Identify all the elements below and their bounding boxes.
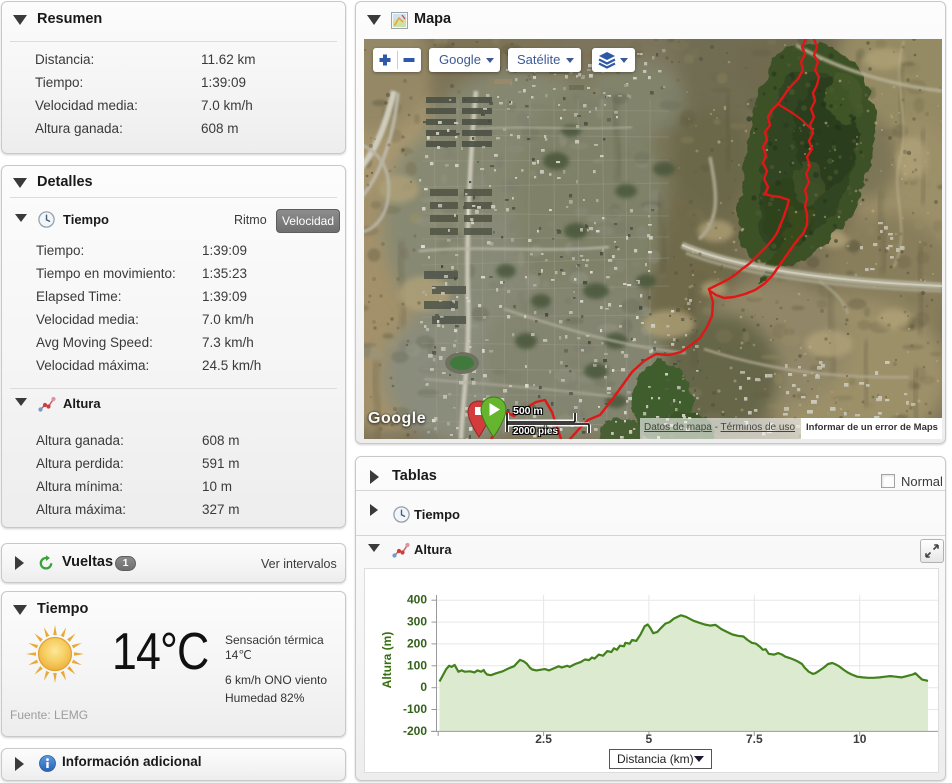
svg-text:300: 300 [407, 615, 427, 629]
svg-text:400: 400 [407, 593, 427, 607]
svg-text:Altura (m): Altura (m) [380, 632, 394, 689]
svg-text:-200: -200 [403, 724, 427, 738]
svg-text:-100: -100 [403, 702, 427, 716]
svg-text:0: 0 [420, 680, 427, 694]
svg-text:2.5: 2.5 [535, 732, 552, 746]
svg-text:5: 5 [646, 732, 653, 746]
svg-text:100: 100 [407, 658, 427, 672]
svg-text:10: 10 [853, 732, 867, 746]
svg-text:200: 200 [407, 636, 427, 650]
svg-text:7.5: 7.5 [746, 732, 763, 746]
